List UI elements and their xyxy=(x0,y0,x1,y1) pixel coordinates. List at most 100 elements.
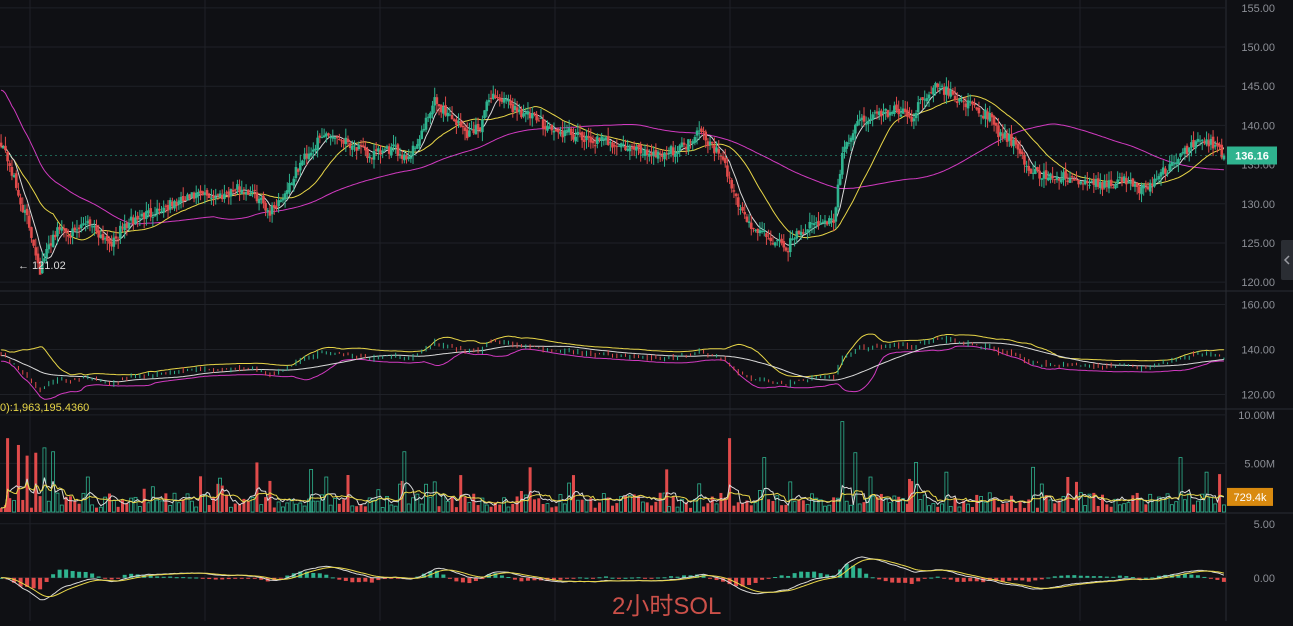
candle-body xyxy=(283,193,287,200)
candle-body xyxy=(357,144,361,150)
candle-body xyxy=(786,251,790,253)
volume-bar xyxy=(1126,502,1131,513)
candle-body xyxy=(845,142,848,149)
candle-body xyxy=(947,88,950,96)
collapse-panel-handle[interactable] xyxy=(1281,240,1293,280)
candle-body xyxy=(203,192,207,195)
macd-bar xyxy=(740,577,745,587)
candle-body xyxy=(1070,176,1074,178)
candle-body xyxy=(64,228,68,233)
candle-body xyxy=(0,142,3,147)
candle-body xyxy=(60,227,64,231)
candle-body xyxy=(275,206,278,209)
macd-bar xyxy=(695,574,700,578)
macd-bar xyxy=(1052,576,1057,578)
volume-bar xyxy=(1061,496,1066,513)
candle-body xyxy=(1170,161,1174,166)
candle-body xyxy=(422,128,426,131)
macd-bar xyxy=(382,577,387,580)
candle-body xyxy=(426,116,430,118)
candle-body xyxy=(574,136,577,142)
candle-body xyxy=(973,103,976,106)
volume-bar xyxy=(38,496,42,512)
volume-bar xyxy=(81,492,86,513)
volume-bar xyxy=(1122,503,1127,513)
macd-bar xyxy=(577,577,582,579)
candle-body xyxy=(1200,139,1204,141)
macd-bar xyxy=(857,568,862,578)
candle-body xyxy=(1120,177,1124,183)
last-volume-tag xyxy=(1227,487,1273,506)
volume-bar xyxy=(1117,504,1122,513)
volume-bar xyxy=(437,506,441,512)
candle-body xyxy=(266,210,270,212)
macd-bar xyxy=(662,577,667,579)
volume-bar xyxy=(480,497,485,513)
candle-body xyxy=(591,140,595,144)
candle-body xyxy=(643,149,647,156)
candle-body xyxy=(43,258,46,262)
volume-bar xyxy=(176,502,181,513)
candle-body xyxy=(110,241,113,247)
candle-body xyxy=(747,221,751,223)
volume-bar xyxy=(866,498,871,513)
candle-body xyxy=(808,221,812,229)
volume-bar xyxy=(372,499,376,513)
candle-body xyxy=(311,149,315,152)
candle-body xyxy=(812,223,816,226)
volume-bar xyxy=(814,497,819,513)
candle-body xyxy=(227,191,231,198)
candle-body xyxy=(561,130,564,138)
candle-body xyxy=(1151,184,1154,186)
candle-body xyxy=(468,130,471,137)
candle-body xyxy=(669,146,673,154)
candle-body xyxy=(530,113,534,119)
macd-bar xyxy=(395,577,400,579)
boll-lower-band xyxy=(1,345,1224,400)
macd-bar xyxy=(207,577,212,580)
candle-body xyxy=(695,130,699,136)
candle-body xyxy=(361,145,365,147)
volume-bar xyxy=(558,494,563,513)
candle-body xyxy=(233,189,237,191)
candle-body xyxy=(1131,178,1135,187)
candle-body xyxy=(1105,182,1109,187)
volume-bar xyxy=(1105,504,1109,512)
candle-body xyxy=(84,223,87,225)
candle-body xyxy=(136,215,139,220)
candle-body xyxy=(513,105,517,110)
volume-bar xyxy=(944,471,949,513)
boll-upper-band xyxy=(1,333,1224,378)
volume-bar xyxy=(342,499,346,512)
candle-body xyxy=(318,135,322,138)
volume-bar xyxy=(281,506,285,513)
volume-bar xyxy=(1018,501,1022,512)
candle-body xyxy=(69,236,72,238)
macd-bar xyxy=(31,577,36,589)
macd-bar xyxy=(467,577,472,584)
candle-body xyxy=(1142,184,1145,189)
candle-body xyxy=(760,230,764,233)
candle-body xyxy=(416,144,419,149)
macd-bar xyxy=(1078,575,1083,578)
candle-body xyxy=(1064,170,1067,179)
candle-body xyxy=(511,104,515,113)
candle-body xyxy=(767,238,770,240)
candle-body xyxy=(912,118,916,122)
candle-body xyxy=(984,109,987,119)
macd-bar xyxy=(90,573,95,578)
candle-body xyxy=(305,153,309,159)
candle-body xyxy=(830,218,833,221)
candle-body xyxy=(394,145,397,147)
candle-body xyxy=(411,145,415,156)
candle-body xyxy=(327,133,330,136)
macd-bar xyxy=(961,577,966,582)
macd-bar xyxy=(298,571,303,578)
candle-body xyxy=(650,153,653,156)
candle-body xyxy=(49,243,53,246)
volume-bar xyxy=(189,500,194,513)
candle-body xyxy=(1129,180,1132,184)
candle-body xyxy=(533,112,536,114)
